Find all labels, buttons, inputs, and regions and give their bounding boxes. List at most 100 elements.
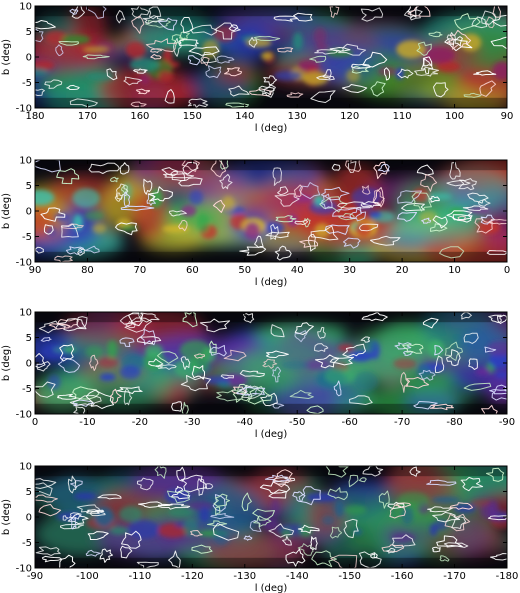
y-axis-label: b (deg) [1,193,12,229]
emission-core [92,223,107,234]
emission-core [120,224,139,232]
emission-cloud [204,539,306,568]
cloud-contour [67,475,77,494]
emission-core [334,500,344,518]
cloud-contour [155,364,177,370]
cloud-contour [294,322,314,335]
cloud-contour [324,224,350,235]
cloud-contour [204,483,214,490]
emission-map [35,312,507,414]
cloud-contour [243,535,253,541]
cloud-contour [270,324,285,338]
cloud-contour [116,386,143,394]
cloud-contour [275,215,297,223]
cloud-contour [239,370,265,378]
y-tick-label: -5 [22,538,32,549]
emission-core [72,188,100,208]
cloud-contour [397,212,418,222]
emission-core [129,57,160,72]
cloud-contour [161,167,178,177]
cloud-contour [69,98,98,108]
emission-core [305,492,338,502]
cloud-contour [423,56,433,67]
x-tick-label: 170 [78,111,97,122]
cloud-contour [220,374,235,379]
y-tick-label: 10 [19,156,32,167]
map-edge-bottom [35,403,507,414]
cloud-contour [446,29,472,50]
cloud-contour [123,388,133,406]
cloud-contour [164,89,175,104]
cloud-contour [491,14,507,27]
cloud-contour [359,477,367,483]
cloud-contour [454,13,481,31]
cloud-contour [109,176,119,183]
cloud-contour [273,15,298,22]
cloud-contour [490,553,507,561]
cloud-contour [274,193,300,207]
map-edge-bottom [35,251,507,262]
x-tick-label: -10 [79,417,95,428]
cloud-contour [187,98,209,108]
x-tick-label: 90 [501,111,514,122]
x-tick-label: -160 [391,571,414,582]
emission-core [313,27,327,46]
cloud-contour [463,332,479,344]
cloud-contour [199,318,231,333]
cloud-contour [297,524,320,534]
cloud-contour [460,476,484,492]
x-tick-label: -110 [129,571,152,582]
cloud-contour [59,344,74,362]
cloud-contour [361,185,371,195]
cloud-contour [85,549,101,557]
cloud-contour [41,555,63,563]
emission-core [324,368,356,385]
cloud-contour [460,312,472,320]
cloud-contour [397,190,422,204]
x-tick-label: 110 [393,111,412,122]
emission-core [86,72,114,81]
cloud-contour [481,10,497,25]
y-tick-label: -5 [22,78,32,89]
x-tick-label: 70 [134,265,147,276]
cloud-contour [35,482,53,496]
cloud-contour [481,404,498,414]
cloud-contour [154,466,167,479]
cloud-contour [444,341,463,361]
emission-core [158,70,174,82]
cloud-contour [214,22,241,40]
cloud-contour [389,504,406,519]
cloud-contour [180,17,194,34]
cloud-contour [35,478,57,489]
cloud-contours [35,6,507,108]
x-tick-label: -120 [181,571,204,582]
cloud-contour [427,506,454,513]
cloud-contour [263,75,278,86]
emission-core [145,344,163,359]
cloud-contour [66,84,80,90]
cloud-contour [413,401,438,410]
emission-core [321,515,335,526]
cloud-contour [147,186,173,202]
cloud-contour [467,192,489,204]
cloud-contour [193,353,206,359]
cloud-contour [171,401,183,412]
cloud-contour [57,393,77,400]
cloud-contour [315,354,340,369]
cloud-contour [38,320,59,334]
cloud-contour [292,491,306,502]
cloud-contour [138,312,160,323]
cloud-contour [35,20,56,30]
cloud-contour [168,550,181,568]
emission-core [368,210,382,219]
emission-core [316,43,329,51]
cloud-contour [386,547,396,554]
x-tick-label: -180 [496,571,519,582]
cloud-contour [148,358,164,368]
cloud-contour [200,51,217,63]
cloud-contour [306,405,324,414]
cloud-contour [143,178,153,195]
emission-cloud [44,77,119,108]
emission-core [129,357,144,365]
cloud-contour [48,323,71,330]
